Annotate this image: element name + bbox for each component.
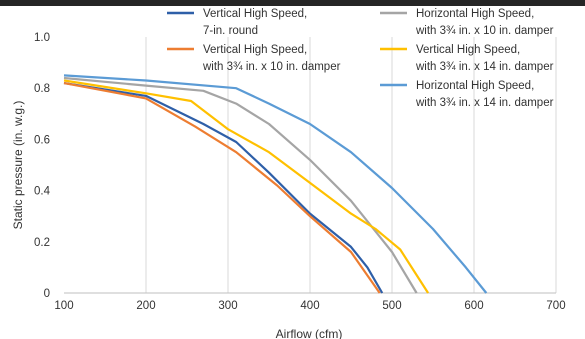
- x-axis-label: Airflow (cfm): [276, 327, 343, 339]
- y-tick-label: 0.4: [34, 186, 51, 198]
- legend-label-3: Horizontal High Speed,: [416, 8, 534, 20]
- legend-label-4: Vertical High Speed,: [416, 44, 520, 56]
- y-tick-label: 0.6: [34, 134, 50, 146]
- legend-label-3: with 3¾ in. x 10 in. damper: [415, 25, 554, 37]
- legend-label-4: with 3¾ in. x 14 in. damper: [415, 61, 554, 73]
- y-tick-label: 0: [44, 288, 50, 300]
- y-axis-label: Static pressure (in. w.g.): [11, 101, 25, 230]
- series-line-3: [63, 76, 418, 294]
- series-line-2: [63, 82, 381, 294]
- top-bar: [0, 0, 585, 6]
- legend-label-5: Horizontal High Speed,: [416, 80, 534, 92]
- x-tick-label: 500: [382, 300, 401, 312]
- x-tick-label: 400: [300, 300, 319, 312]
- legend-label-1: Vertical High Speed,: [203, 8, 307, 20]
- y-tick-label: 1.0: [34, 32, 50, 44]
- y-tick-label: 0.2: [34, 237, 50, 249]
- series-line-4: [63, 79, 430, 294]
- legend: Vertical High Speed, 7-in. round Vertical …: [167, 8, 554, 109]
- series-layer: [63, 74, 488, 294]
- legend-label-5: with 3¾ in. x 14 in. damper: [415, 97, 554, 109]
- legend-label-1: 7-in. round: [203, 25, 258, 37]
- x-tick-labels: 100 200 300 400 500 600 700: [54, 300, 565, 312]
- legend-label-2: with 3¾ in. x 10 in. damper: [202, 61, 341, 73]
- y-tick-labels: 0 0.2 0.4 0.6 0.8 1.0: [34, 32, 51, 300]
- x-tick-label: 600: [464, 300, 483, 312]
- legend-label-2: Vertical High Speed,: [203, 44, 307, 56]
- y-tick-label: 0.8: [34, 83, 50, 95]
- x-tick-label: 200: [136, 300, 155, 312]
- x-tick-label: 300: [218, 300, 237, 312]
- series-line-5: [63, 74, 488, 294]
- x-tick-label: 700: [546, 300, 565, 312]
- series-line-1: [63, 82, 384, 294]
- x-tick-label: 100: [54, 300, 73, 312]
- grid-layer: [145, 37, 557, 293]
